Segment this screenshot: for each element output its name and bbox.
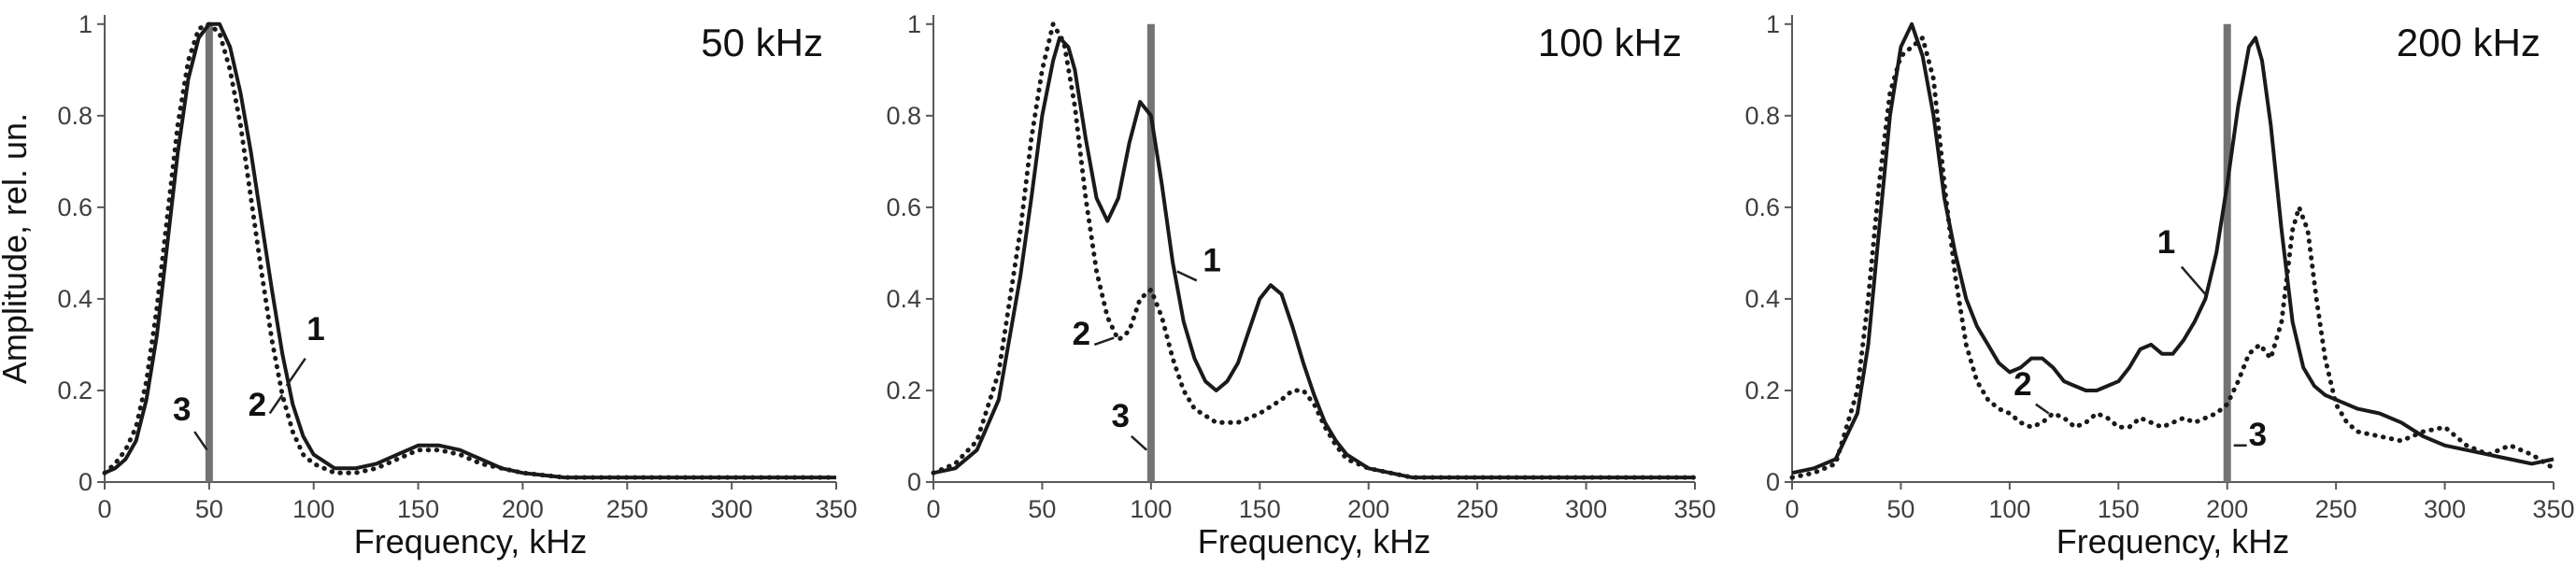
x-tick-label: 0	[926, 495, 940, 523]
y-tick-label: 0	[1766, 468, 1780, 496]
y-tick-label: 0.4	[57, 285, 93, 313]
spectrum-chart-100khz: 0 50 100 150 200 250 300 350 0 0.2 0.4 0.6 0.8 1 1 2 3 10…	[886, 10, 1715, 561]
y-tick-label: 0.4	[1744, 285, 1780, 313]
callout-label-2: 2	[249, 387, 266, 423]
series-curve-1	[104, 21, 836, 480]
x-tick-label: 0	[97, 495, 111, 523]
x-axis-label: Frequency, kHz	[2057, 522, 2289, 561]
spectrum-panel-50khz: 0 50 100 150 200 250 300 350 0 0.2 0.4 0.6 0.8 1 1 2 3 50…	[0, 0, 859, 568]
spectrum-panel-200khz: 0 50 100 150 200 250 300 350 0 0.2 0.4 0.6 0.8 1 1 2 3 20…	[1717, 0, 2576, 568]
y-tick-label: 0.4	[886, 285, 921, 313]
x-tick-label: 0	[1785, 495, 1799, 523]
spectrum-chart-50khz: 0 50 100 150 200 250 300 350 0 0.2 0.4 0.6 0.8 1 1 2 3 50…	[0, 10, 858, 561]
series-curve-2	[102, 21, 839, 480]
callout-leader-2	[268, 394, 284, 415]
callout-leader-1	[2180, 265, 2207, 295]
x-tick-label: 250	[606, 495, 648, 523]
x-tick-label: 150	[1239, 495, 1281, 523]
x-tick-label: 350	[815, 495, 857, 523]
callout-leader-3	[193, 431, 208, 451]
x-tick-label: 150	[2098, 495, 2140, 523]
callout-leader-1	[1176, 270, 1198, 282]
panel-title: 100 kHz	[1538, 21, 1682, 64]
x-tick-label: 300	[711, 495, 753, 523]
series-curve-1	[932, 36, 1695, 480]
callout-leader-2	[2035, 403, 2050, 415]
y-tick-label: 1	[907, 10, 921, 38]
callout-label-1: 1	[306, 311, 324, 348]
y-axis-label: Amplitude, rel. un.	[0, 113, 34, 384]
callout-label-1: 1	[2157, 224, 2175, 261]
x-axis-label: Frequency, kHz	[1198, 522, 1430, 561]
callout-label-3: 3	[1112, 398, 1130, 434]
series-curve-2	[1789, 36, 2556, 480]
panel-title: 50 kHz	[701, 21, 823, 64]
x-tick-label: 200	[1347, 495, 1389, 523]
callout-label-3: 3	[173, 391, 191, 428]
x-tick-label: 300	[1565, 495, 1607, 523]
y-tick-label: 0.2	[886, 376, 921, 405]
x-tick-label: 50	[1028, 495, 1056, 523]
y-tick-label: 1	[1766, 10, 1780, 38]
x-tick-label: 350	[2532, 495, 2574, 523]
y-tick-label: 0.6	[886, 193, 921, 221]
callout-label-3: 3	[2249, 417, 2267, 453]
y-tick-label: 0.8	[57, 102, 93, 130]
spectrum-chart-200khz: 0 50 100 150 200 250 300 350 0 0.2 0.4 0.6 0.8 1 1 2 3 20…	[1744, 10, 2574, 561]
x-tick-label: 100	[1130, 495, 1172, 523]
y-tick-label: 0.6	[1744, 193, 1780, 221]
panel-title: 200 kHz	[2397, 21, 2540, 64]
y-tick-label: 0.2	[57, 376, 93, 405]
callout-label-1: 1	[1203, 243, 1220, 279]
x-tick-label: 100	[1988, 495, 2030, 523]
callout-label-2: 2	[1073, 316, 1090, 352]
y-tick-label: 0.2	[1744, 376, 1780, 405]
x-tick-label: 50	[1886, 495, 1914, 523]
y-tick-label: 0.6	[57, 193, 93, 221]
series-curve-1	[1791, 21, 2555, 476]
x-tick-label: 350	[1673, 495, 1715, 523]
y-tick-label: 0	[907, 468, 921, 496]
x-tick-label: 300	[2424, 495, 2466, 523]
callout-leader-2	[1093, 336, 1115, 347]
x-tick-label: 250	[2315, 495, 2357, 523]
x-tick-label: 100	[292, 495, 334, 523]
x-tick-label: 250	[1457, 495, 1499, 523]
y-tick-label: 0	[78, 468, 93, 496]
callout-leader-3	[1131, 435, 1148, 451]
x-tick-label: 200	[502, 495, 544, 523]
x-tick-label: 200	[2206, 495, 2248, 523]
x-axis-label: Frequency, kHz	[354, 522, 587, 561]
spectrum-panel-100khz: 0 50 100 150 200 250 300 350 0 0.2 0.4 0.6 0.8 1 1 2 3 10…	[859, 0, 1717, 568]
y-tick-label: 1	[78, 10, 93, 38]
y-tick-label: 0.8	[886, 102, 921, 130]
y-tick-label: 0.8	[1744, 102, 1780, 130]
x-tick-label: 150	[397, 495, 439, 523]
callout-leader-1	[285, 357, 306, 387]
callout-label-2: 2	[2014, 366, 2031, 403]
x-tick-label: 50	[195, 495, 223, 523]
